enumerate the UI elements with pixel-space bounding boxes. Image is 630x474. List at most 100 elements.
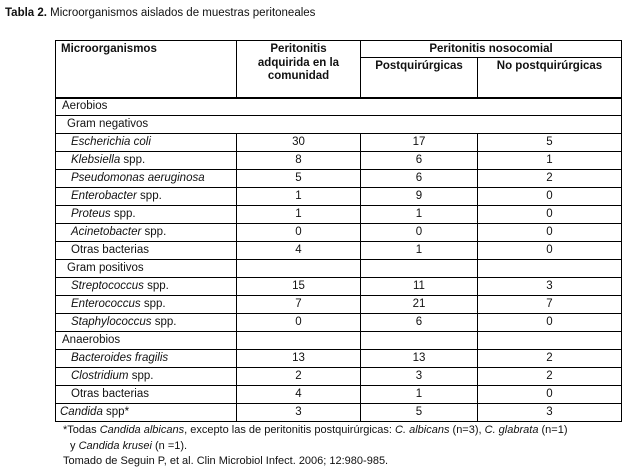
col-header-postsurgical: Postquirúrgicas — [360, 57, 478, 99]
value-cell: 6 — [360, 151, 478, 170]
table-row: Candida spp* 3 5 3 — [55, 403, 623, 422]
italic-text: C. glabrata — [484, 424, 539, 436]
text: Otras bacterias — [71, 243, 149, 256]
text: spp. — [110, 207, 136, 220]
value-cell: 0 — [236, 223, 361, 242]
value-cell: 0 — [476, 205, 623, 224]
italic-text: Proteus — [71, 207, 111, 220]
value-cell: 21 — [360, 295, 478, 314]
value-cell: 9 — [360, 187, 478, 206]
footnotes: *Todas Candida albicans, excepto las de … — [63, 423, 567, 470]
value-cell: 0 — [476, 187, 623, 206]
value-cell: 17 — [360, 133, 478, 152]
value-cell: 8 — [236, 151, 361, 170]
italic-text: Escherichia coli — [71, 135, 151, 148]
italic-text: Enterococcus — [71, 297, 141, 310]
value-cell: 6 — [360, 313, 478, 332]
table-row: Aerobios — [54, 97, 623, 116]
table-header: Microorganismos Peritonitis adquirida en… — [55, 40, 623, 99]
value-cell: 7 — [236, 295, 361, 314]
row-label-cell: Pseudomonas aeruginosa — [55, 169, 237, 188]
value-cell — [360, 331, 478, 350]
text: spp* — [102, 405, 130, 418]
value-cell — [360, 259, 478, 278]
text: Tomado de Seguin P, et al. Clin Microbio… — [63, 455, 389, 467]
italic-text: Pseudomonas aeruginosa — [71, 171, 205, 184]
table-row: Enterobacter spp. 1 9 0 — [55, 187, 623, 206]
row-label-cell: Streptococcus spp. — [55, 277, 237, 296]
table-row: Otras bacterias 4 1 0 — [55, 241, 623, 260]
row-label-cell: Gram negativos — [54, 115, 623, 134]
value-cell: 1 — [236, 205, 361, 224]
italic-text: Candida albicans — [99, 424, 185, 436]
text: spp. — [128, 369, 154, 382]
italic-text: Klebsiella — [71, 153, 121, 166]
text: Gram negativos — [67, 117, 149, 130]
value-cell: 0 — [476, 313, 623, 332]
value-cell: 1 — [236, 187, 361, 206]
text: , excepto las de peritonitis postquirúrg… — [184, 424, 396, 436]
text: *Todas — [63, 424, 100, 436]
text: Aerobios — [62, 100, 108, 112]
table-row: Streptococcus spp. 15 11 3 — [55, 277, 623, 296]
table-row: Proteus spp. 1 1 0 — [55, 205, 623, 224]
table-row: Anaerobios — [55, 331, 623, 350]
text: spp. — [140, 297, 166, 310]
footnote-line: *Todas Candida albicans, excepto las de … — [63, 423, 567, 439]
table-caption-text: Microorganismos aislados de muestras per… — [46, 7, 316, 19]
italic-text: Candida — [60, 405, 103, 418]
row-label-cell: Klebsiella spp. — [55, 151, 237, 170]
row-label-cell: Gram positivos — [55, 259, 237, 278]
text: spp. — [143, 279, 169, 292]
italic-text: Staphylococcus — [71, 315, 152, 328]
value-cell: 30 — [236, 133, 361, 152]
microorganisms-table: Microorganismos Peritonitis adquirida en… — [54, 40, 623, 422]
value-cell: 7 — [476, 295, 623, 314]
row-label-cell: Bacteroides fragilis — [55, 349, 237, 368]
italic-text: C. albicans — [395, 424, 450, 436]
value-cell: 13 — [236, 349, 361, 368]
row-label-cell: Acinetobacter spp. — [55, 223, 237, 242]
value-cell: 2 — [476, 169, 623, 188]
row-label-cell: Otras bacterias — [55, 241, 237, 260]
value-cell: 0 — [360, 223, 478, 242]
value-cell: 6 — [360, 169, 478, 188]
value-cell: 5 — [360, 403, 478, 422]
value-cell: 2 — [236, 367, 361, 386]
italic-text: Bacteroides fragilis — [71, 351, 169, 364]
table-row: Gram negativos — [54, 115, 623, 134]
header-row-1: Microorganismos Peritonitis adquirida en… — [55, 40, 623, 99]
value-cell: 15 — [236, 277, 361, 296]
value-cell — [236, 259, 361, 278]
value-cell: 3 — [476, 277, 623, 296]
value-cell: 3 — [360, 367, 478, 386]
header-row-2: Postquirúrgicas No postquirúrgicas — [56, 57, 623, 99]
table-row: Escherichia coli 30 17 5 — [55, 133, 623, 152]
col-header-non-postsurgical: No postquirúrgicas — [476, 57, 623, 99]
text: Anaerobios — [62, 333, 121, 346]
value-cell: 1 — [476, 151, 623, 170]
value-cell: 1 — [360, 241, 478, 260]
row-label-cell: Candida spp* — [55, 403, 237, 422]
italic-text: Streptococcus — [71, 279, 144, 292]
footnote-line: y Candida krusei (n =1). — [63, 439, 567, 455]
value-cell: 3 — [236, 403, 361, 422]
text: (n=3), — [449, 424, 485, 436]
table-row: Enterococcus spp. 7 21 7 — [55, 295, 623, 314]
value-cell: 3 — [476, 403, 623, 422]
text: y — [70, 439, 79, 452]
table-caption-number: Tabla 2. — [5, 7, 47, 19]
table-row: Klebsiella spp. 8 6 1 — [55, 151, 623, 170]
value-cell: 2 — [476, 367, 623, 386]
row-label-cell: Otras bacterias — [55, 385, 237, 404]
footnote-line: Tomado de Seguin P, et al. Clin Microbio… — [63, 454, 567, 470]
value-cell: 0 — [476, 241, 623, 260]
row-label-cell: Staphylococcus spp. — [55, 313, 237, 332]
italic-text: Enterobacter — [71, 189, 137, 202]
table-row: Gram positivos — [55, 259, 623, 278]
value-cell — [476, 331, 623, 350]
table-row: Acinetobacter spp. 0 0 0 — [55, 223, 623, 242]
value-cell: 5 — [236, 169, 361, 188]
table-row: Otras bacterias 4 1 0 — [55, 385, 623, 404]
